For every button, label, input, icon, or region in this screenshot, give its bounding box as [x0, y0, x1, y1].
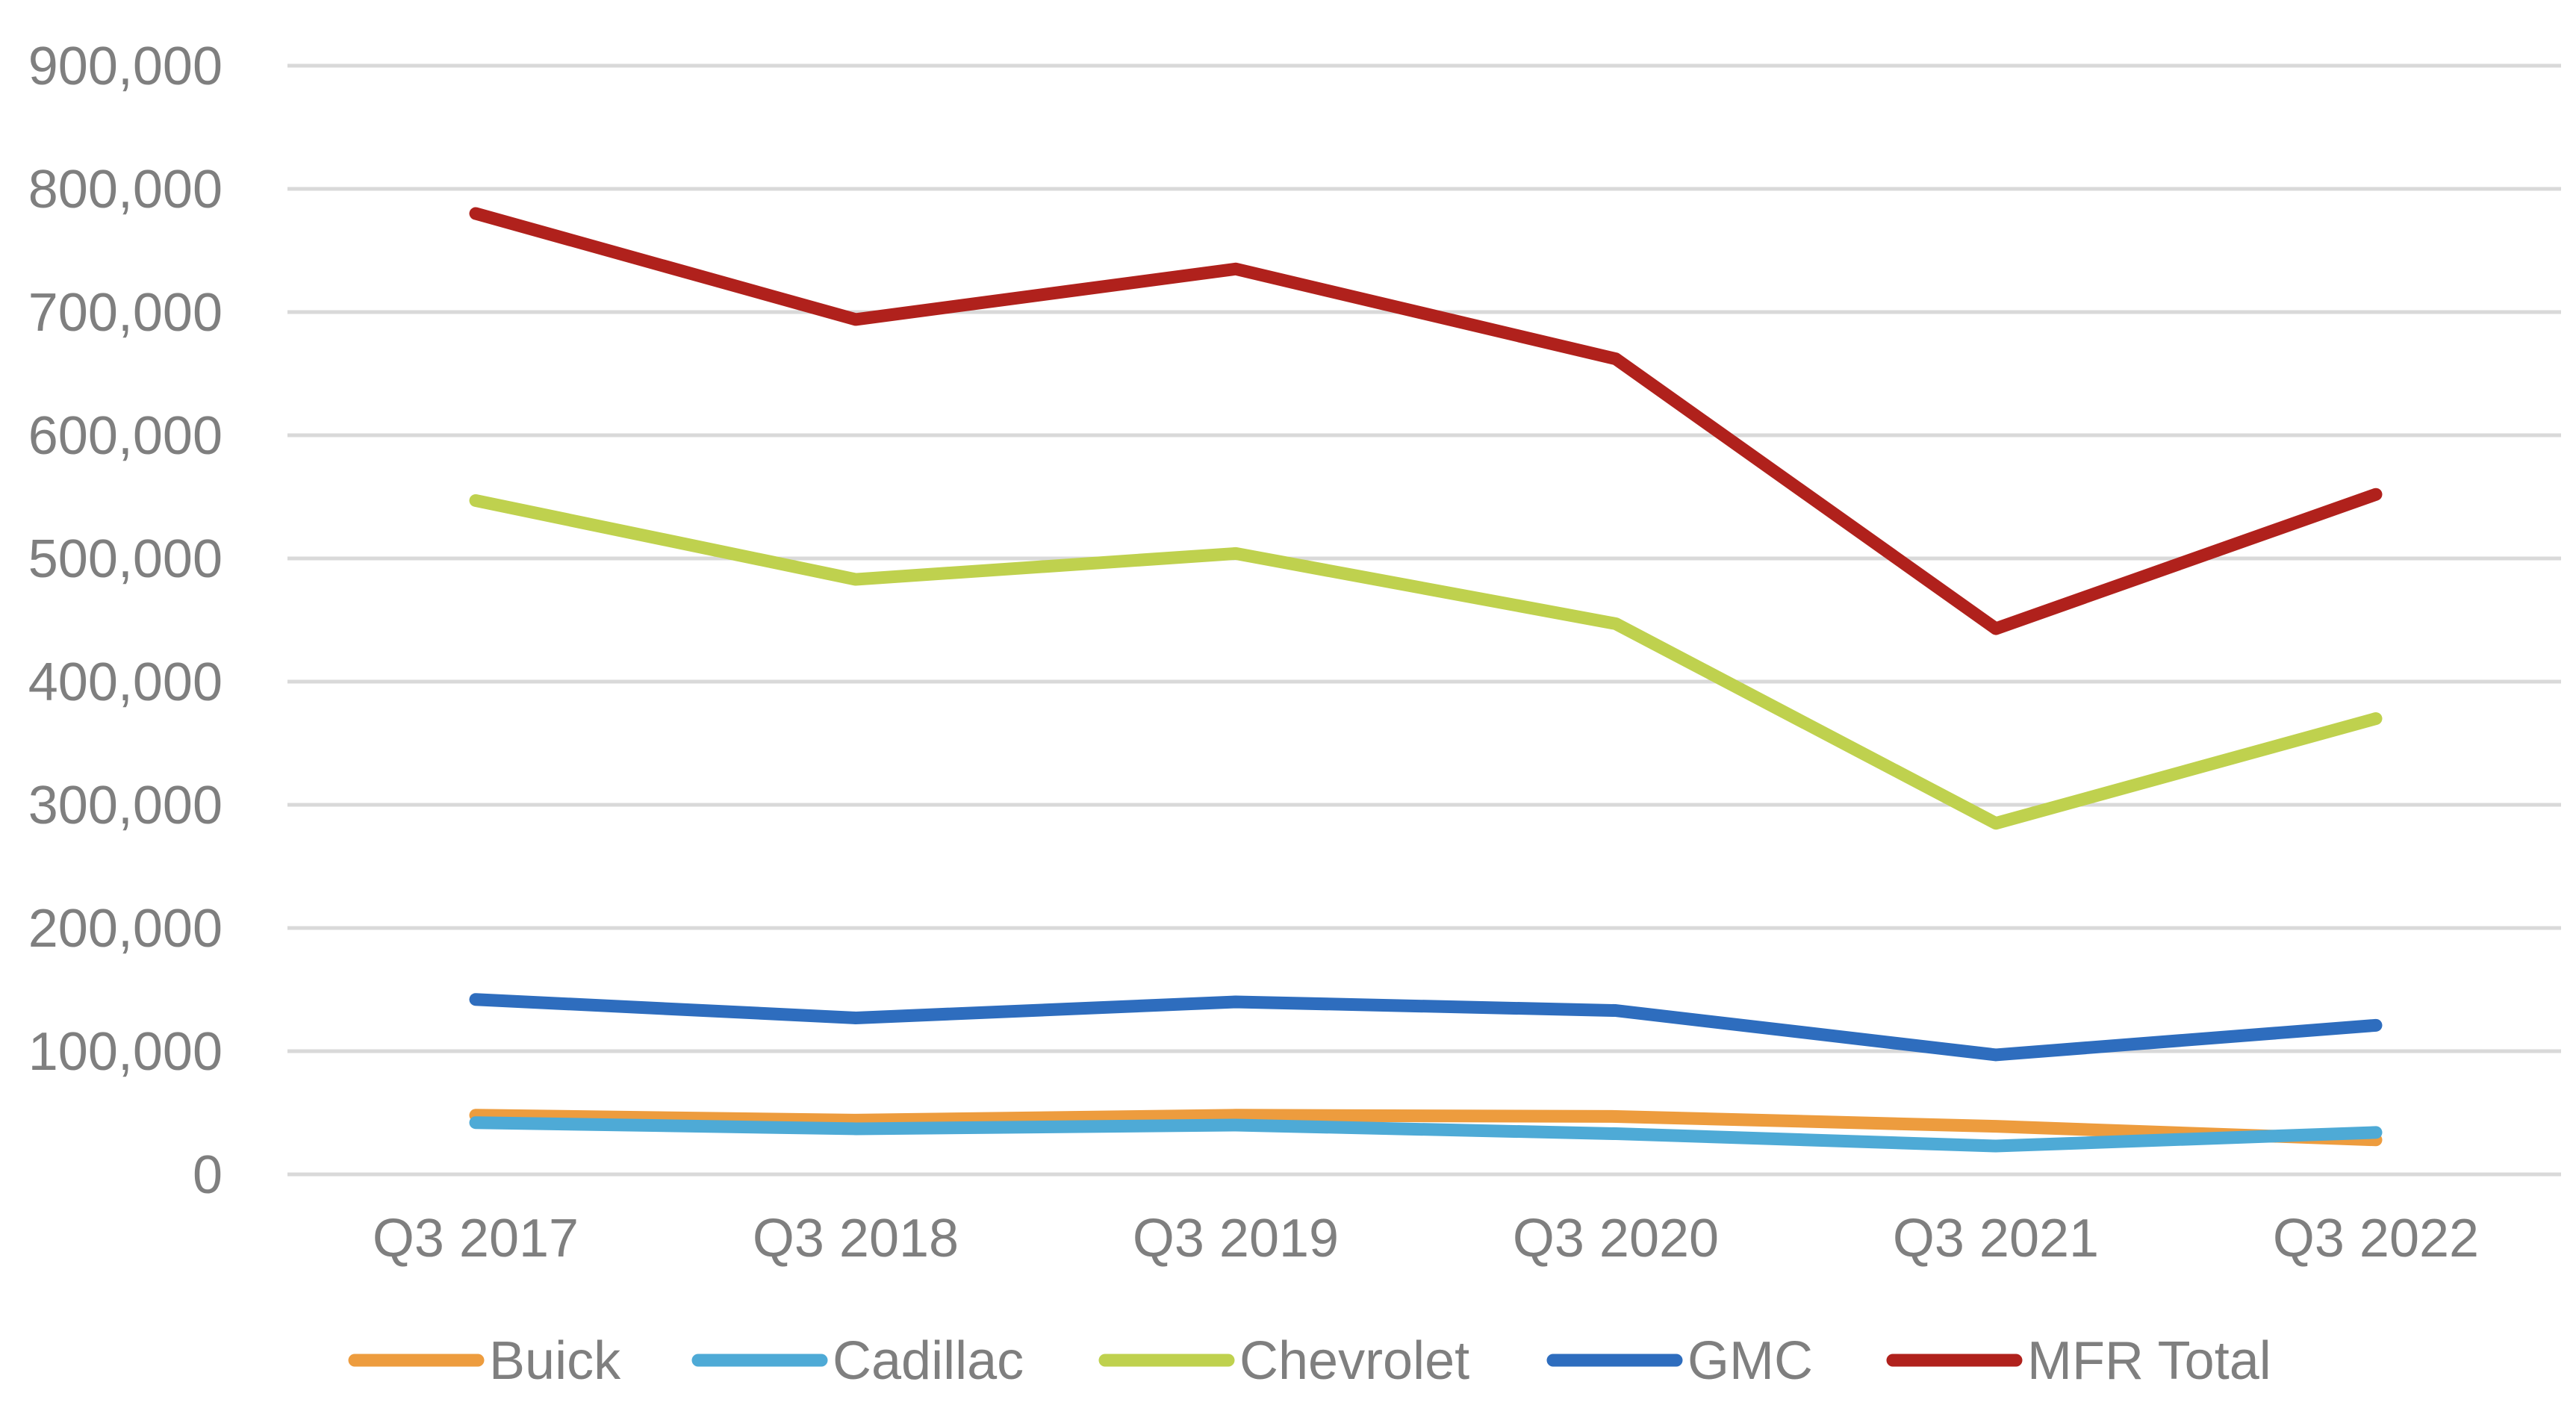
- x-tick-label: Q3 2018: [753, 1209, 959, 1268]
- series-line-buick: [469, 1109, 2383, 1147]
- y-tick-label: 800,000: [28, 160, 223, 219]
- legend-label-gmc: GMC: [1687, 1331, 1813, 1391]
- series-line-mfr-total: [469, 207, 2383, 635]
- x-axis-tick-labels: Q3 2017 Q3 2018 Q3 2019 Q3 2020 Q3 2021 Q3 20…: [373, 1209, 2479, 1268]
- legend: Buick Cadillac Chevrolet GMC MFR Total: [348, 1331, 2271, 1391]
- x-tick-label: Q3 2019: [1133, 1209, 1339, 1268]
- series-line-gmc: [469, 993, 2383, 1062]
- x-tick-label: Q3 2017: [373, 1209, 579, 1268]
- legend-label-mfr-total: MFR Total: [2027, 1331, 2271, 1391]
- y-tick-label: 900,000: [28, 37, 223, 96]
- x-tick-label: Q3 2022: [2273, 1209, 2479, 1268]
- series-line-chevrolet: [469, 493, 2383, 830]
- series-line-cadillac: [469, 1116, 2383, 1153]
- y-axis-tick-labels: 0 100,000 200,000 300,000 400,000 500,000 600,…: [28, 37, 223, 1205]
- legend-label-cadillac: Cadillac: [833, 1331, 1024, 1391]
- legend-label-buick: Buick: [489, 1331, 621, 1391]
- y-tick-label: 500,000: [28, 529, 223, 589]
- series-lines: [469, 207, 2383, 1153]
- y-tick-label: 200,000: [28, 899, 223, 959]
- x-tick-label: Q3 2021: [1893, 1209, 2099, 1268]
- y-tick-label: 0: [193, 1145, 223, 1205]
- y-tick-label: 700,000: [28, 283, 223, 343]
- x-tick-label: Q3 2020: [1513, 1209, 1719, 1268]
- y-tick-label: 100,000: [28, 1022, 223, 1082]
- y-tick-label: 400,000: [28, 653, 223, 712]
- y-tick-label: 600,000: [28, 406, 223, 466]
- y-tick-label: 300,000: [28, 776, 223, 835]
- legend-label-chevrolet: Chevrolet: [1239, 1331, 1469, 1391]
- gridlines: [287, 63, 2561, 1177]
